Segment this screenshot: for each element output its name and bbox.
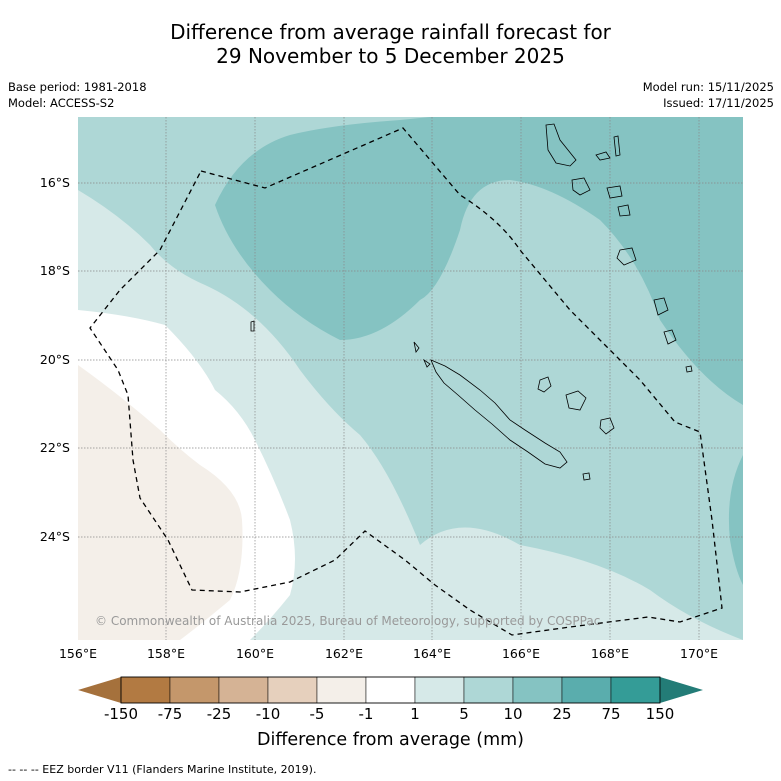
colorbar-tick-label: 1 <box>410 705 420 723</box>
lon-label: 166°E <box>501 646 540 661</box>
lon-label: 162°E <box>324 646 363 661</box>
lat-label: 22°S <box>39 440 70 455</box>
lon-label: 158°E <box>146 646 185 661</box>
maewo-island <box>613 135 621 157</box>
model-name: Model: ACCESS-S2 <box>8 96 115 110</box>
zone-10-to-25 <box>215 117 743 405</box>
colorbar-segment <box>610 676 661 704</box>
lat-label: 24°S <box>39 529 70 544</box>
colorbar-segment <box>169 676 220 704</box>
hunter-island <box>685 365 693 373</box>
colorbar-segment <box>414 676 465 704</box>
lat-label: 16°S <box>39 175 70 190</box>
belep-island <box>413 341 420 353</box>
isle-of-pines <box>582 472 591 481</box>
zone-neg5-to-neg1 <box>78 365 243 640</box>
espiritu-santo-island <box>545 123 577 167</box>
colorbar-extend-low <box>78 677 121 703</box>
tanna-island <box>653 297 669 316</box>
colorbar-title: Difference from average (mm) <box>256 730 525 750</box>
model-run-date: Model run: 15/11/2025 <box>642 80 774 94</box>
lon-label: 156°E <box>58 646 97 661</box>
lon-label: 170°E <box>679 646 718 661</box>
graticule <box>78 117 743 640</box>
chart-title-line1: Difference from average rainfall forecas… <box>170 20 611 44</box>
chart-title-line2: 29 November to 5 December 2025 <box>216 44 565 68</box>
colorbar-tick-label: -150 <box>103 705 139 723</box>
colorbar-tick-label: -5 <box>309 705 325 723</box>
colorbar-segment <box>561 676 612 704</box>
ouvea-island <box>537 376 552 393</box>
aneityum-island <box>663 329 677 345</box>
colorbar-tick-label: -25 <box>206 705 232 723</box>
colorbar-segment <box>218 676 269 704</box>
lon-label: 168°E <box>590 646 629 661</box>
copyright-notice: © Commonwealth of Australia 2025, Bureau… <box>95 614 601 628</box>
mare-island <box>599 417 615 435</box>
rainfall-anomaly-map <box>78 117 743 640</box>
efate-island <box>617 204 631 217</box>
lifou-island <box>565 390 587 411</box>
colorbar-tick-label: -10 <box>255 705 281 723</box>
malekula-island <box>571 177 591 196</box>
colorbar-tick-label: 5 <box>459 705 469 723</box>
lat-label: 20°S <box>39 352 70 367</box>
epi-island <box>606 185 623 199</box>
colorbar-tick-label: 75 <box>601 705 621 723</box>
vanuatu-islet <box>595 151 611 161</box>
erromango-island <box>616 247 637 266</box>
colorbar-extend-high <box>660 677 703 703</box>
colorbar-tick-label: 10 <box>503 705 523 723</box>
eez-legend-note: -- -- -- EEZ border V11 (Flanders Marine… <box>8 763 317 776</box>
colorbar-segment <box>365 676 416 704</box>
colorbar <box>78 676 703 704</box>
eez-border <box>89 127 723 636</box>
base-period: Base period: 1981-2018 <box>8 80 147 94</box>
new-caledonia-island <box>430 359 568 469</box>
colorbar-tick-label: -1 <box>358 705 374 723</box>
issued-date: Issued: 17/11/2025 <box>663 96 774 110</box>
colorbar-tick-label: 150 <box>645 705 675 723</box>
colorbar-tick-label: -75 <box>157 705 183 723</box>
colorbar-segment <box>120 676 171 704</box>
zone-10-to-25-south <box>728 455 743 585</box>
islet <box>423 358 431 368</box>
colorbar-segment <box>512 676 563 704</box>
lon-label: 160°E <box>235 646 274 661</box>
lat-label: 18°S <box>39 263 70 278</box>
colorbar-segment <box>267 676 318 704</box>
colorbar-tick-label: 25 <box>552 705 572 723</box>
colorbar-segment <box>316 676 367 704</box>
lon-label: 164°E <box>412 646 451 661</box>
chesterfield-islet <box>250 320 255 332</box>
colorbar-segment <box>463 676 514 704</box>
